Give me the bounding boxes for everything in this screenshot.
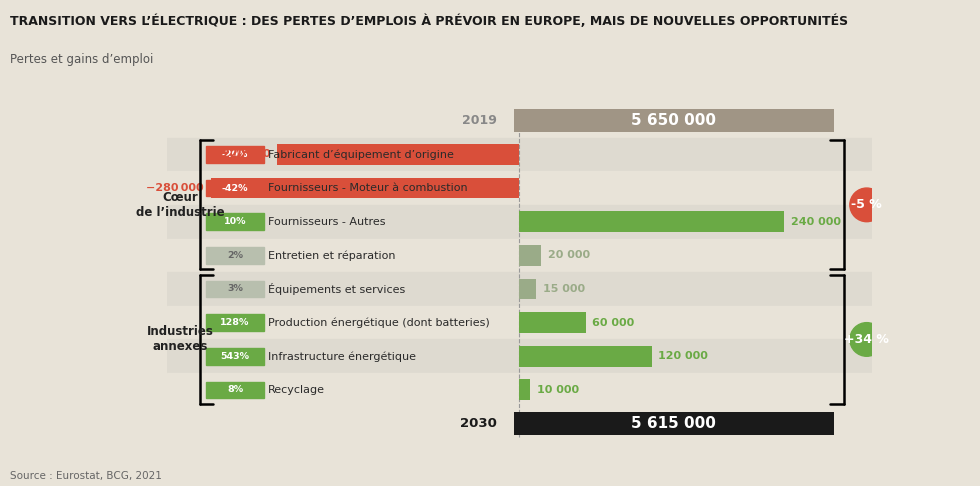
Bar: [276, 144, 519, 165]
Text: 543%: 543%: [220, 352, 250, 361]
Bar: [167, 205, 872, 239]
Text: −220 000: −220 000: [213, 149, 270, 159]
Bar: [519, 312, 586, 333]
Text: Recyclage: Recyclage: [269, 385, 325, 395]
Bar: [514, 412, 834, 435]
Bar: [206, 314, 264, 331]
Bar: [211, 177, 519, 198]
Bar: [167, 306, 872, 339]
Text: 8%: 8%: [227, 385, 243, 395]
Bar: [167, 138, 872, 171]
Bar: [206, 280, 264, 297]
Text: TRANSITION VERS L’ÉLECTRIQUE : DES PERTES D’EMPLOIS À PRÉVOIR EN EUROPE, MAIS DE: TRANSITION VERS L’ÉLECTRIQUE : DES PERTE…: [10, 15, 848, 28]
Ellipse shape: [850, 188, 884, 222]
Bar: [206, 382, 264, 398]
Text: 15 000: 15 000: [543, 284, 585, 294]
Bar: [167, 171, 872, 205]
Text: 60 000: 60 000: [592, 318, 634, 328]
Text: +34 %: +34 %: [844, 333, 889, 346]
Text: Industries
annexes: Industries annexes: [146, 326, 214, 353]
Text: Fournisseurs - Moteur à combustion: Fournisseurs - Moteur à combustion: [269, 183, 467, 193]
Bar: [206, 213, 264, 230]
Text: -20%: -20%: [221, 150, 248, 159]
Text: −280 000: −280 000: [146, 183, 204, 193]
Text: Fournisseurs - Autres: Fournisseurs - Autres: [269, 217, 385, 226]
Text: -42%: -42%: [221, 184, 248, 192]
Bar: [206, 180, 264, 196]
Bar: [519, 380, 530, 400]
Bar: [519, 211, 784, 232]
Text: 5 650 000: 5 650 000: [631, 113, 716, 128]
Bar: [167, 339, 872, 373]
Text: Infrastructure énergétique: Infrastructure énergétique: [269, 351, 416, 362]
Text: 10%: 10%: [223, 217, 246, 226]
Text: Pertes et gains d’emploi: Pertes et gains d’emploi: [10, 53, 153, 67]
Text: -5 %: -5 %: [852, 198, 882, 211]
Text: Source : Eurostat, BCG, 2021: Source : Eurostat, BCG, 2021: [10, 471, 162, 481]
Bar: [519, 346, 652, 367]
Text: Entretien et réparation: Entretien et réparation: [269, 250, 396, 260]
Bar: [167, 239, 872, 272]
Text: Production énergétique (dont batteries): Production énergétique (dont batteries): [269, 317, 490, 328]
Text: 3%: 3%: [227, 284, 243, 294]
Bar: [519, 245, 541, 266]
Bar: [167, 272, 872, 306]
Text: 5 615 000: 5 615 000: [631, 416, 716, 431]
Text: Équipements et services: Équipements et services: [269, 283, 406, 295]
Text: Fabricant d’équipement d’origine: Fabricant d’équipement d’origine: [269, 149, 454, 159]
Ellipse shape: [850, 323, 884, 356]
Text: 2019: 2019: [463, 114, 498, 127]
Text: 240 000: 240 000: [791, 217, 841, 226]
Text: 120 000: 120 000: [659, 351, 709, 361]
Bar: [167, 373, 872, 407]
Text: Cœur
de l’industrie: Cœur de l’industrie: [135, 191, 224, 219]
Text: 10 000: 10 000: [537, 385, 579, 395]
Bar: [206, 247, 264, 264]
Text: 2%: 2%: [227, 251, 243, 260]
Text: 128%: 128%: [220, 318, 250, 327]
Text: 20 000: 20 000: [548, 250, 590, 260]
Bar: [206, 348, 264, 364]
Bar: [206, 146, 264, 163]
Bar: [514, 109, 834, 132]
Bar: [519, 278, 536, 299]
Text: 2030: 2030: [461, 417, 498, 430]
